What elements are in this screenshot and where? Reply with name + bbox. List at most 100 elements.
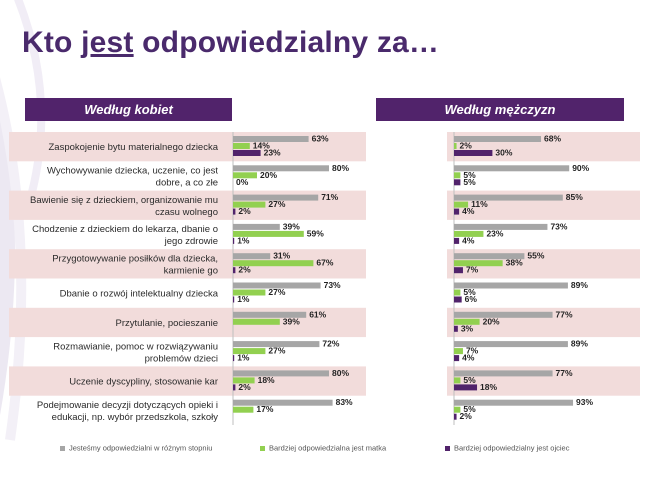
data-label: 39% — [283, 316, 300, 326]
data-label: 27% — [268, 346, 285, 356]
category-label: Przygotowywanie posiłków dla dziecka, — [52, 253, 218, 264]
bar — [233, 399, 333, 406]
bar — [454, 318, 480, 325]
bar — [454, 325, 458, 332]
data-label: 1% — [237, 235, 250, 245]
data-label: 67% — [316, 258, 333, 268]
bar — [233, 201, 266, 208]
category-label: Chodzenie z dzieckiem do lekarza, dbanie… — [32, 224, 218, 235]
data-label: 80% — [332, 368, 349, 378]
bar — [454, 237, 460, 244]
category-label: Podejmowanie decyzji dotyczących opieki … — [37, 400, 218, 411]
data-label: 72% — [322, 339, 339, 349]
data-label: 30% — [495, 148, 512, 158]
panel-header-women: Według kobiet — [25, 98, 232, 121]
data-label: 2% — [460, 141, 473, 151]
bar — [454, 179, 461, 186]
category-label: karmienie go — [164, 265, 218, 276]
bar — [454, 260, 503, 267]
bar — [454, 194, 563, 201]
legend-item-mother: Bardziej odpowiedzialna jest matka — [260, 443, 386, 453]
legend-swatch-purple — [445, 445, 450, 451]
bar — [233, 253, 271, 260]
category-label: Zaspokojenie bytu materialnego dziecka — [48, 142, 218, 153]
data-label: 20% — [260, 170, 277, 180]
panel-header-men: Według mężczyzn — [376, 98, 624, 121]
bar — [233, 223, 280, 230]
data-label: 11% — [471, 199, 488, 209]
bar — [233, 230, 304, 237]
legend-swatch-gray — [60, 445, 65, 451]
data-label: 4% — [462, 235, 475, 245]
category-label: czasu wolnego — [155, 207, 218, 218]
data-label: 5% — [463, 404, 476, 414]
data-label: 77% — [556, 368, 573, 378]
bar — [233, 172, 257, 179]
data-label: 61% — [309, 309, 326, 319]
bar — [233, 282, 321, 289]
category-label: edukacji, np. wybór przedszkola, szkoły — [52, 412, 219, 423]
data-label: 3% — [461, 323, 474, 333]
data-label: 93% — [576, 397, 593, 407]
bar — [233, 136, 309, 142]
bar — [233, 341, 320, 348]
data-label: 5% — [463, 287, 476, 297]
bar — [233, 237, 235, 244]
data-label: 80% — [332, 163, 349, 173]
bar — [454, 355, 460, 362]
bar — [454, 341, 568, 348]
category-label: Przytulanie, pocieszanie — [116, 318, 218, 329]
bar — [454, 311, 553, 318]
data-label: 18% — [258, 375, 275, 385]
bar — [233, 355, 235, 362]
data-label: 0% — [236, 177, 249, 187]
title-emphasis: jest — [81, 26, 134, 59]
data-label: 31% — [273, 251, 290, 261]
bar — [233, 208, 236, 215]
data-label: 1% — [237, 294, 250, 304]
bar — [454, 399, 574, 406]
bar — [233, 296, 235, 303]
legend-item-father: Bardziej odpowiedzialny jest ojciec — [445, 443, 569, 453]
bar — [454, 406, 461, 413]
data-label: 18% — [480, 382, 497, 392]
row-band — [9, 307, 366, 338]
bar — [454, 348, 463, 355]
bar — [454, 289, 461, 296]
data-label: 6% — [465, 294, 478, 304]
bar — [233, 311, 307, 318]
data-label: 38% — [506, 258, 523, 268]
bar — [454, 413, 457, 420]
bar — [233, 150, 261, 156]
data-label: 89% — [571, 280, 588, 290]
bar — [233, 289, 266, 296]
category-label: problemów dzieci — [145, 353, 218, 364]
category-label: jego zdrowie — [164, 236, 218, 247]
bar — [233, 194, 319, 201]
bar — [233, 143, 250, 149]
bar — [454, 223, 548, 230]
data-label: 7% — [466, 346, 479, 356]
bar — [233, 267, 236, 274]
bar — [454, 296, 462, 303]
data-label: 4% — [462, 206, 475, 216]
data-label: 68% — [544, 134, 561, 144]
legend-swatch-green — [260, 445, 265, 451]
data-label: 5% — [463, 375, 476, 385]
data-label: 17% — [256, 404, 273, 414]
data-label: 39% — [283, 221, 300, 231]
bar — [233, 165, 329, 172]
bar — [454, 208, 460, 215]
bar — [233, 384, 236, 391]
data-label: 2% — [460, 411, 473, 421]
bar — [454, 143, 457, 149]
data-label: 55% — [527, 251, 544, 261]
bar — [454, 172, 461, 179]
data-label: 1% — [237, 353, 250, 363]
bar — [454, 165, 570, 172]
data-label: 20% — [483, 316, 500, 326]
bar — [233, 318, 280, 325]
category-label: Bawienie się z dzieckiem, organizowanie … — [30, 195, 218, 206]
data-label: 5% — [463, 177, 476, 187]
